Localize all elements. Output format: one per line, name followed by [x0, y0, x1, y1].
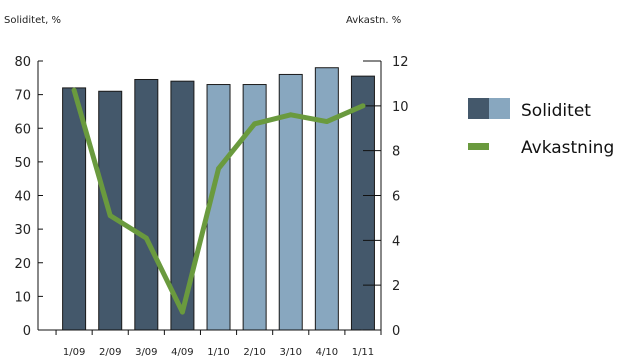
- line-point-3-10: [288, 112, 294, 118]
- left-tick-label: 60: [14, 122, 31, 137]
- right-tick-label: 10: [392, 100, 409, 115]
- line-point-2-10: [252, 121, 258, 127]
- right-tick-label: 4: [392, 234, 400, 249]
- plot-area: 0 10 20 30 40 50 60 70 80 0 2 4 6 8 10 12 1/09 2/09 3/09 4/…: [14, 55, 408, 358]
- line-point-4-09: [180, 309, 185, 315]
- right-axis-title: Avkastn. %: [346, 15, 401, 26]
- x-tick-label: 4/09: [171, 347, 193, 358]
- line-point-4-10: [324, 119, 330, 124]
- legend-swatch-dark: [468, 98, 489, 119]
- line-point-2-09: [107, 213, 113, 219]
- left-tick-label: 0: [23, 324, 31, 339]
- legend: Soliditet Avkastning: [468, 98, 614, 158]
- right-tick-label: 2: [392, 279, 400, 294]
- x-tick-label: 3/09: [135, 347, 157, 358]
- left-tick-label: 50: [14, 156, 31, 171]
- bar-3-09: [134, 78, 159, 331]
- bar-1-11: [350, 75, 375, 331]
- left-tick-label: 20: [14, 257, 31, 272]
- left-tick-label: 40: [14, 190, 31, 205]
- legend-swatch-light: [489, 98, 510, 119]
- right-tick-label: 8: [392, 145, 400, 160]
- legend-label-avkastning: Avkastning: [521, 138, 614, 158]
- left-tick-label: 70: [14, 89, 31, 104]
- left-axis-title: Soliditet, %: [4, 15, 61, 26]
- bar-4-10: [314, 67, 339, 331]
- right-tick-label: 12: [392, 55, 409, 70]
- left-tick-label: 30: [14, 223, 31, 238]
- x-tick-label: 4/10: [316, 347, 338, 358]
- line-point-1-09: [71, 87, 77, 93]
- left-tick-label: 80: [14, 55, 31, 70]
- x-tick-label: 2/09: [99, 347, 121, 358]
- line-point-1-10: [216, 166, 221, 172]
- legend-label-soliditet: Soliditet: [521, 101, 591, 121]
- left-tick-label: 10: [14, 290, 31, 305]
- right-tick-label: 0: [392, 324, 400, 339]
- right-tick-label: 6: [392, 190, 400, 205]
- x-tick-label: 1/11: [352, 347, 374, 358]
- x-tick-label: 2/10: [243, 347, 265, 358]
- x-tick-label: 1/10: [207, 347, 229, 358]
- line-point-1-11: [360, 103, 366, 109]
- x-tick-label: 3/10: [280, 347, 302, 358]
- line-point-3-09: [143, 235, 149, 241]
- legend-swatch-line: [468, 143, 489, 150]
- x-tick-label: 1/09: [63, 347, 85, 358]
